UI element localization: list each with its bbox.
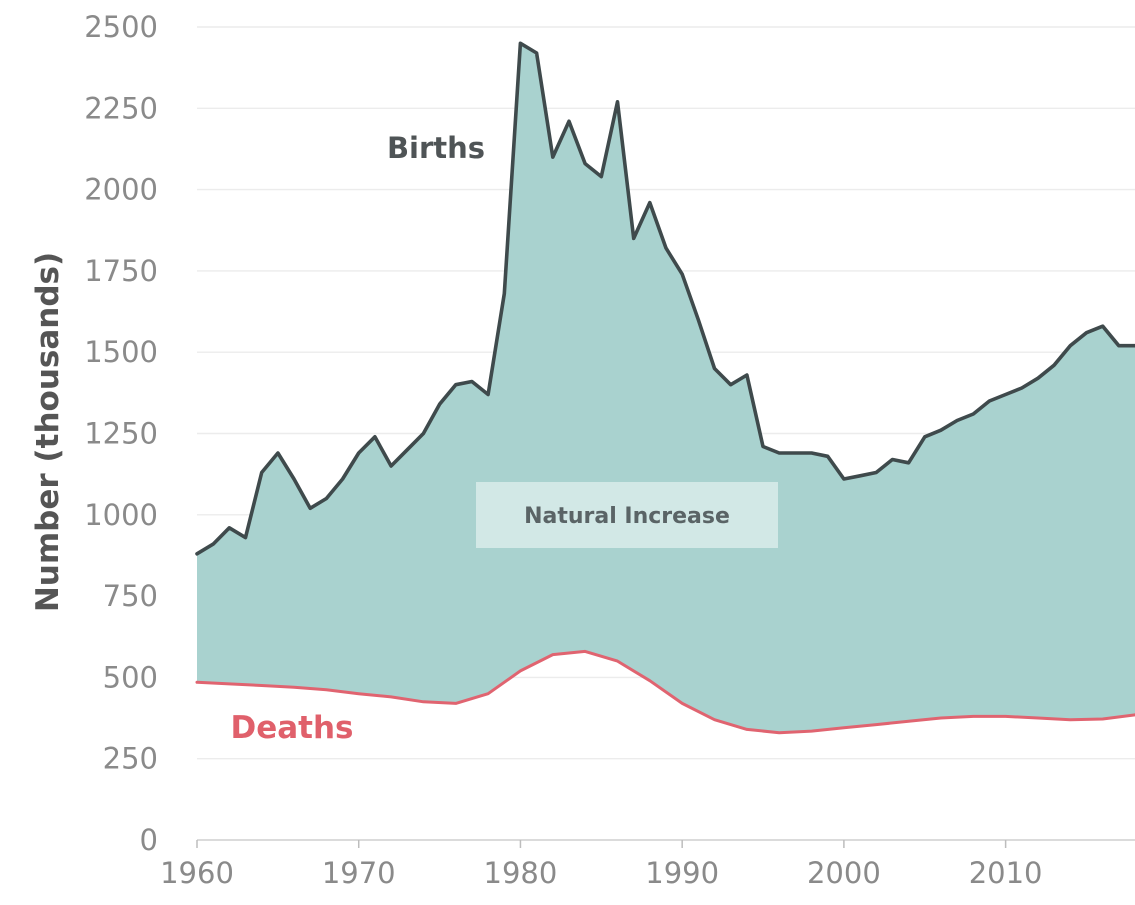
- deaths-line: [195, 649, 1135, 735]
- natural-increase-area: [197, 43, 1135, 733]
- x-tick-label: 1980: [484, 856, 558, 890]
- x-tick-label: 2000: [807, 856, 881, 890]
- y-tick-label: 2250: [84, 91, 158, 125]
- y-tick-label: 250: [103, 742, 158, 776]
- y-tick-label: 750: [103, 579, 158, 613]
- natural-increase-label-box: [476, 482, 778, 548]
- annotation-births: Births: [387, 131, 485, 165]
- y-tick-label: 1500: [84, 335, 158, 369]
- y-tick-label: 1250: [84, 417, 158, 451]
- y-tick-label: 1000: [84, 498, 158, 532]
- births-line: [195, 41, 1135, 556]
- annotation-layer: Number (thousands) Births Deaths Natural…: [30, 131, 778, 746]
- y-tick-label: 1750: [84, 254, 158, 288]
- line-layer: [195, 41, 1135, 735]
- annotation-natural-increase: Natural Increase: [524, 504, 730, 529]
- x-tick-label: 1960: [160, 856, 234, 890]
- y-tick-label: 2500: [84, 10, 158, 44]
- axis-layer: 0 250 500 750 1000 1250 1500 1750 2000 2250 2500 19…: [84, 10, 1135, 890]
- y-tick-label: 500: [103, 660, 158, 694]
- x-tick-label: 1990: [645, 856, 719, 890]
- annotation-deaths: Deaths: [230, 710, 353, 746]
- area-layer: [197, 43, 1135, 733]
- y-axis-label: Number (thousands): [30, 252, 66, 612]
- x-tick-label: 1970: [322, 856, 396, 890]
- y-tick-label: 2000: [84, 173, 158, 207]
- x-tick-label: 2010: [969, 856, 1043, 890]
- y-tick-label: 0: [140, 823, 158, 857]
